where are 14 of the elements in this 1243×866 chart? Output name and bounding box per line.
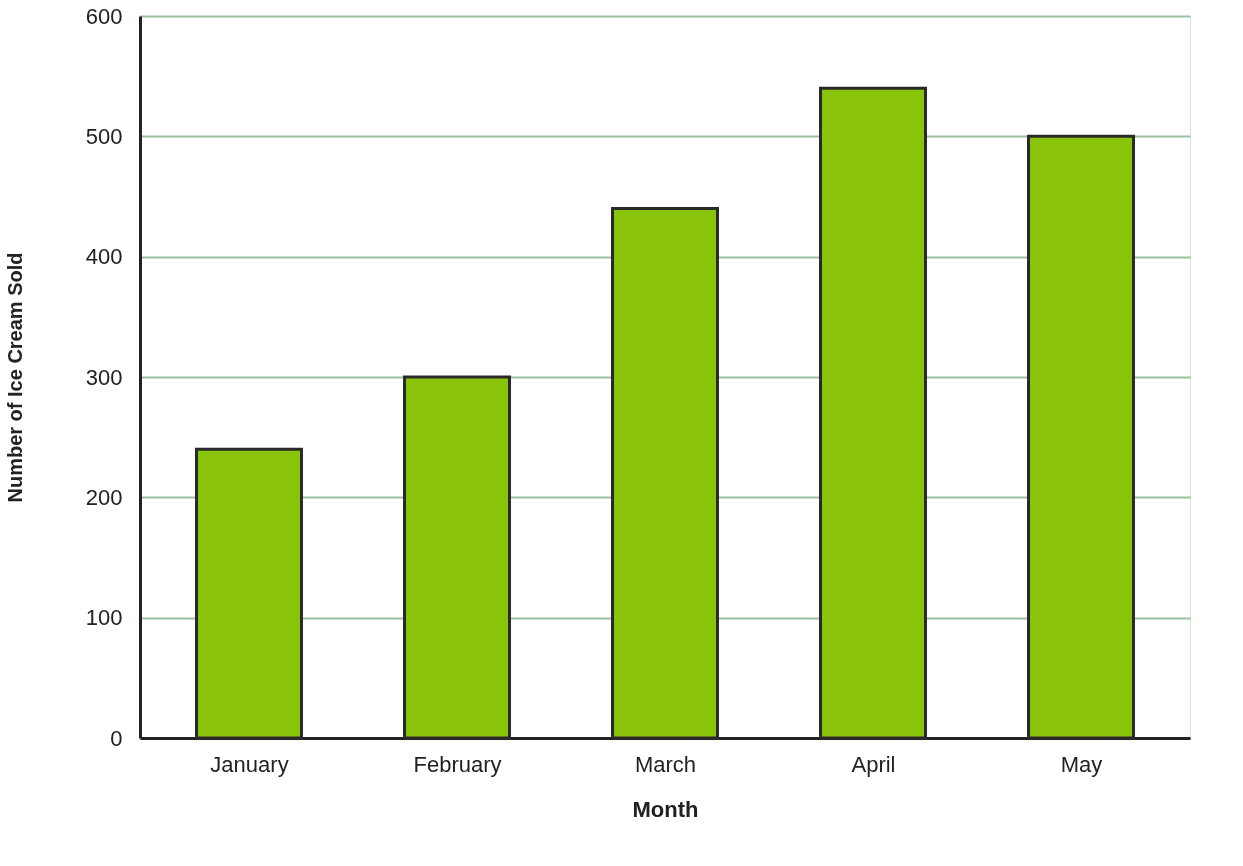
x-tick-label: February bbox=[413, 751, 502, 777]
x-axis-title: Month bbox=[632, 796, 699, 822]
y-tick-label: 200 bbox=[85, 484, 123, 510]
x-tick-label: May bbox=[1060, 751, 1103, 777]
x-tick-label: April bbox=[851, 751, 896, 777]
y-tick-label: 500 bbox=[85, 123, 123, 149]
x-tick-label: March bbox=[634, 751, 697, 777]
y-tick-label: 300 bbox=[85, 364, 123, 390]
y-axis-title: Number of Ice Cream Sold bbox=[3, 252, 26, 503]
y-tick-label: 0 bbox=[110, 725, 123, 751]
y-tick-label: 600 bbox=[85, 3, 123, 29]
y-tick-label: 400 bbox=[85, 244, 123, 270]
x-tick-label: January bbox=[210, 751, 289, 777]
y-tick-label: 100 bbox=[85, 605, 123, 631]
